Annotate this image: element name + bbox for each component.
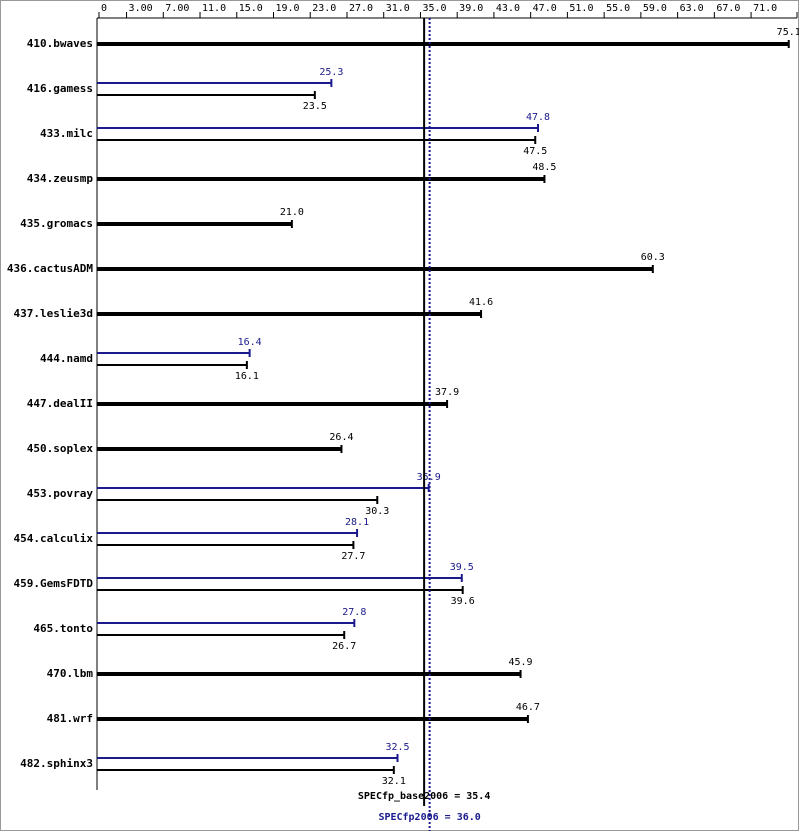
- value-label: 48.5: [532, 162, 556, 173]
- x-tick-label: 55.0: [606, 3, 630, 14]
- category-label: 482.sphinx3: [20, 757, 93, 770]
- x-tick-label: 47.0: [533, 3, 557, 14]
- bar: [97, 622, 355, 624]
- value-label: 21.0: [280, 207, 304, 218]
- bar: [97, 487, 429, 489]
- reference-label: SPECfp2006 = 36.0: [378, 812, 480, 823]
- bar: [97, 402, 448, 406]
- value-label: 16.4: [238, 337, 262, 348]
- value-label: 32.5: [385, 742, 409, 753]
- bar: [97, 94, 315, 96]
- value-label: 47.8: [526, 112, 550, 123]
- category-label: 435.gromacs: [20, 217, 93, 230]
- x-tick-label: 11.0: [202, 3, 226, 14]
- bar: [97, 267, 653, 271]
- category-label: 481.wrf: [47, 712, 93, 725]
- x-tick-label: 31.0: [386, 3, 410, 14]
- bar: [97, 127, 539, 129]
- value-label: 35.9: [417, 472, 441, 483]
- value-label: 16.1: [235, 371, 259, 382]
- bar: [97, 447, 342, 451]
- bar: [97, 139, 536, 141]
- bar: [97, 352, 250, 354]
- bar: [97, 717, 528, 721]
- category-label: 465.tonto: [33, 622, 93, 635]
- value-label: 25.3: [319, 67, 343, 78]
- value-label: 75.1: [777, 27, 799, 38]
- bar: [97, 499, 378, 501]
- category-label: 450.soplex: [27, 442, 94, 455]
- x-tick-label: 35.0: [422, 3, 446, 14]
- bar: [97, 532, 358, 534]
- category-label: 453.povray: [27, 487, 94, 500]
- x-tick-label: 7.00: [165, 3, 189, 14]
- bar: [97, 177, 545, 181]
- value-label: 41.6: [469, 297, 493, 308]
- bar: [97, 364, 247, 366]
- category-label: 454.calculix: [14, 532, 94, 545]
- category-label: 470.lbm: [47, 667, 94, 680]
- category-label: 447.dealII: [27, 397, 93, 410]
- x-tick-label: 39.0: [459, 3, 483, 14]
- value-label: 30.3: [365, 506, 389, 517]
- category-label: 410.bwaves: [27, 37, 93, 50]
- value-label: 26.4: [329, 432, 353, 443]
- bar: [97, 82, 332, 84]
- value-label: 27.7: [341, 551, 365, 562]
- x-tick-label: 59.0: [643, 3, 667, 14]
- x-tick-label: 23.0: [312, 3, 336, 14]
- value-label: 26.7: [332, 641, 356, 652]
- x-tick-label: 51.0: [569, 3, 593, 14]
- category-label: 416.gamess: [27, 82, 93, 95]
- bar: [97, 42, 789, 46]
- value-label: 39.6: [451, 596, 475, 607]
- bar: [97, 757, 398, 759]
- x-tick-label: 0: [101, 3, 107, 14]
- category-label: 433.milc: [40, 127, 93, 140]
- x-tick-label: 15.0: [239, 3, 263, 14]
- bar: [97, 634, 345, 636]
- bar: [97, 544, 354, 546]
- bar: [97, 589, 463, 591]
- bar: [97, 769, 394, 771]
- value-label: 37.9: [435, 387, 459, 398]
- x-tick-label: 67.0: [716, 3, 740, 14]
- category-label: 436.cactusADM: [7, 262, 93, 275]
- value-label: 47.5: [523, 146, 547, 157]
- value-label: 27.8: [342, 607, 366, 618]
- value-label: 39.5: [450, 562, 474, 573]
- bar: [97, 672, 521, 676]
- x-tick-label: 43.0: [496, 3, 520, 14]
- value-label: 45.9: [509, 657, 533, 668]
- x-tick-label: 27.0: [349, 3, 373, 14]
- value-label: 28.1: [345, 517, 369, 528]
- category-label: 444.namd: [40, 352, 93, 365]
- value-label: 46.7: [516, 702, 540, 713]
- value-label: 23.5: [303, 101, 327, 112]
- x-tick-label: 3.00: [129, 3, 153, 14]
- value-label: 32.1: [382, 776, 406, 787]
- category-label: 459.GemsFDTD: [14, 577, 94, 590]
- value-label: 60.3: [641, 252, 665, 263]
- bar: [97, 577, 462, 579]
- category-label: 437.leslie3d: [14, 307, 93, 320]
- x-tick-label: 63.0: [680, 3, 704, 14]
- x-tick-label: 71.0: [753, 3, 777, 14]
- bar: [97, 312, 482, 316]
- reference-label: SPECfp_base2006 = 35.4: [358, 791, 490, 802]
- category-label: 434.zeusmp: [27, 172, 94, 185]
- x-tick-label: 19.0: [276, 3, 300, 14]
- bar: [97, 222, 292, 226]
